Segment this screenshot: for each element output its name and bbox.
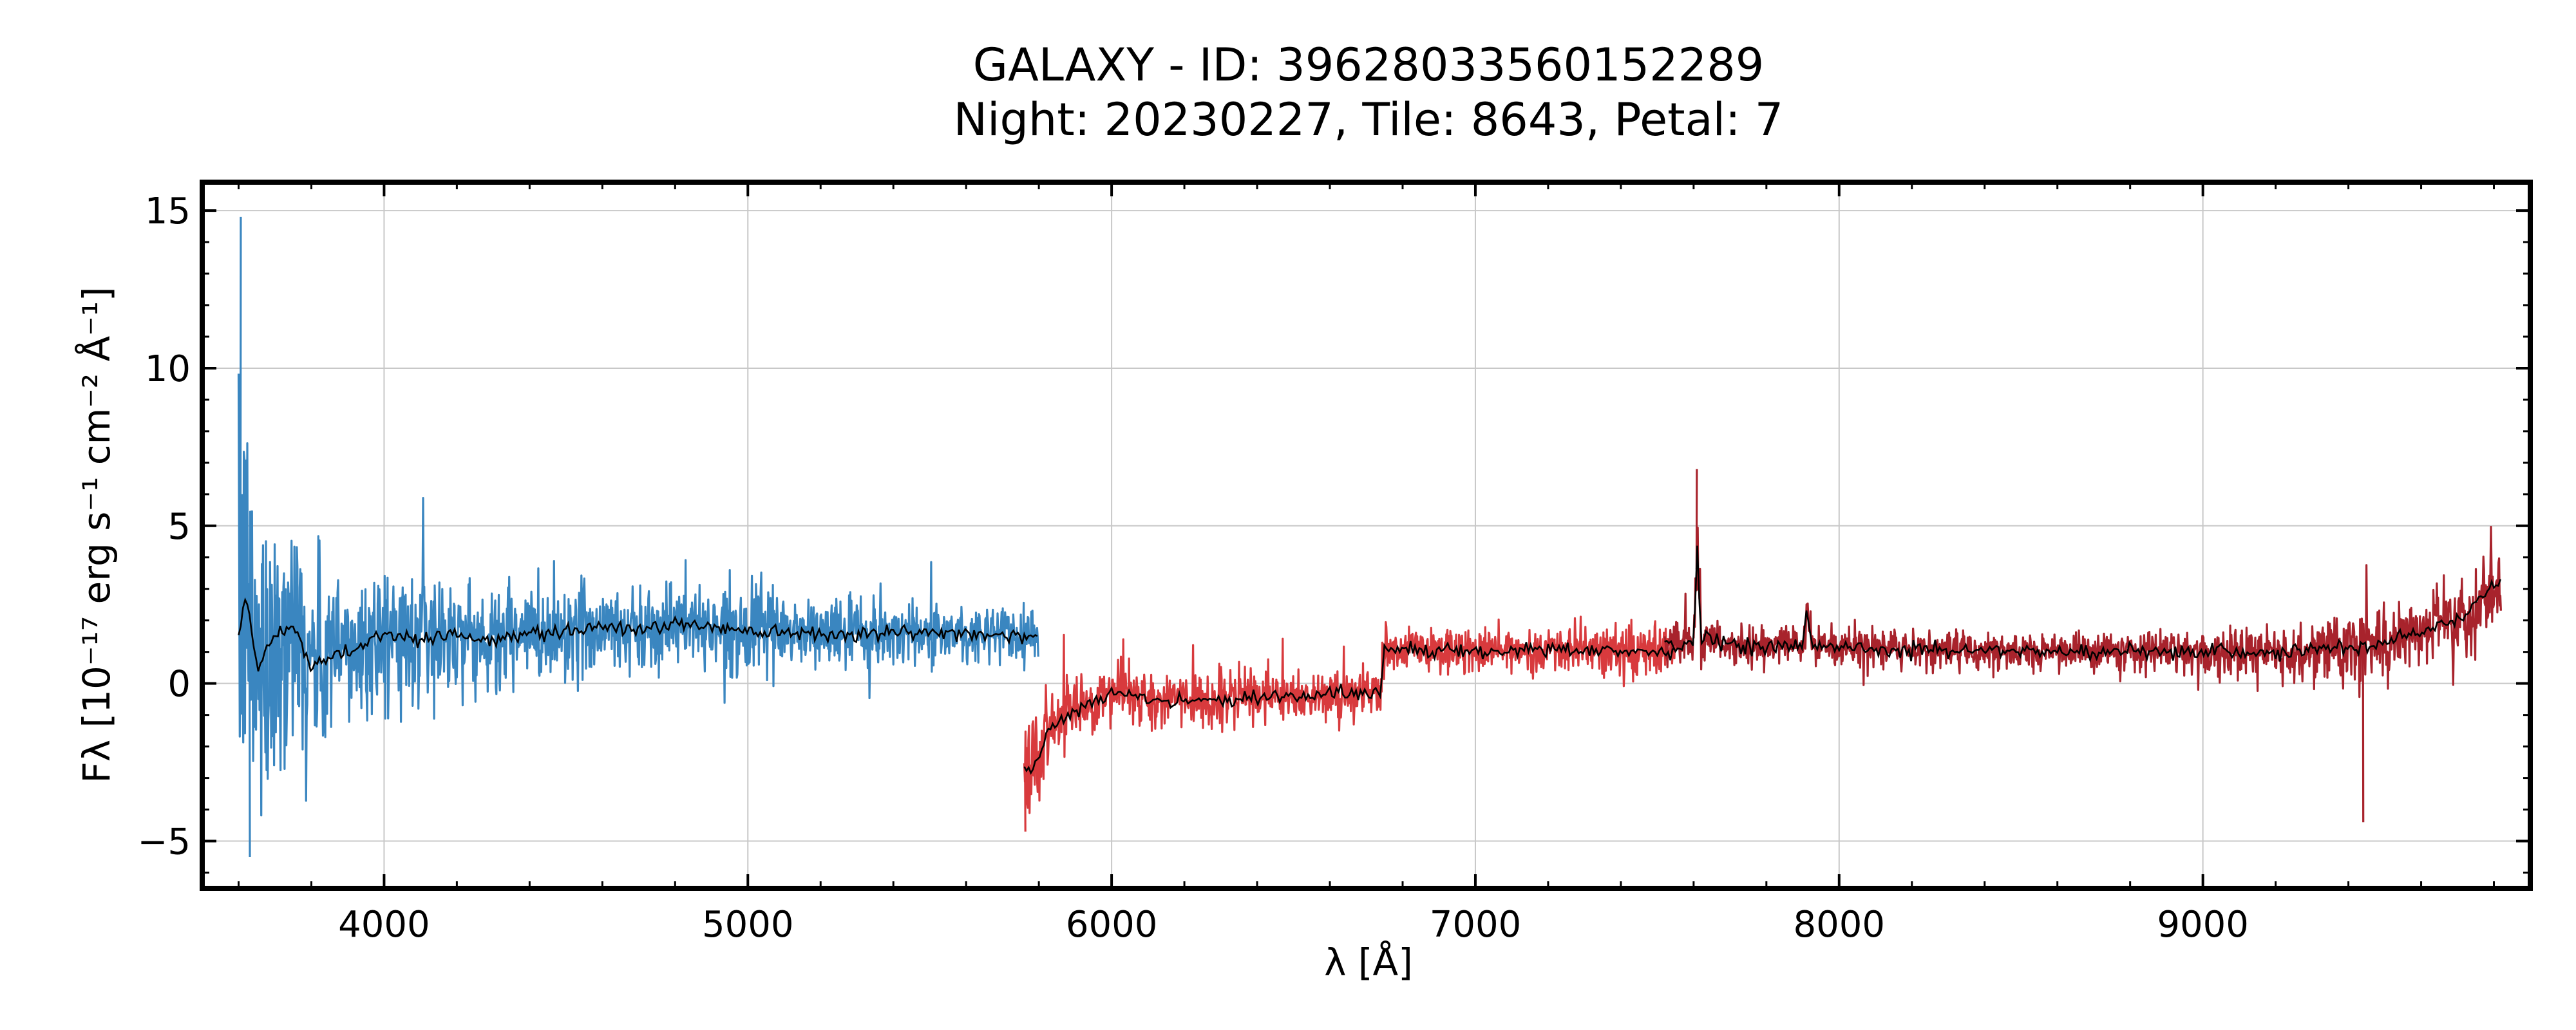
axes-frame (200, 180, 2533, 891)
plot-area (237, 216, 2502, 857)
x-tick-label: 9000 (2157, 904, 2249, 946)
tick-labels: 4000 5000 6000 7000 8000 9000 −5 0 5 10 15 (137, 191, 2248, 946)
model-line-b (238, 597, 1038, 673)
flux-line-z (1663, 469, 2502, 823)
ticks (202, 182, 2530, 888)
x-tick-label: 6000 (1066, 904, 1158, 946)
series-group (237, 216, 2502, 857)
flux-line-b (237, 216, 1039, 857)
x-tick-label: 4000 (338, 904, 430, 946)
y-tick-label: −5 (137, 821, 191, 863)
y-tick-label: 0 (167, 664, 191, 706)
y-axis-label: Fλ [10⁻¹⁷ erg s⁻¹ cm⁻² Å⁻¹] (74, 286, 118, 783)
model-line-r (1023, 641, 1675, 775)
y-tick-label: 15 (145, 191, 191, 232)
grid (202, 182, 2530, 888)
chart-title: GALAXY - ID: 39628033560152289 (973, 39, 1765, 91)
y-tick-label: 5 (167, 506, 191, 548)
y-tick-label: 10 (145, 348, 191, 390)
chart-subtitle: Night: 20230227, Tile: 8643, Petal: 7 (954, 93, 1784, 146)
x-tick-label: 7000 (1430, 904, 1522, 946)
x-tick-label: 8000 (1794, 904, 1886, 946)
model-line-z (1664, 545, 2501, 663)
x-axis-label: λ [Å] (1324, 940, 1413, 984)
x-tick-label: 5000 (702, 904, 794, 946)
